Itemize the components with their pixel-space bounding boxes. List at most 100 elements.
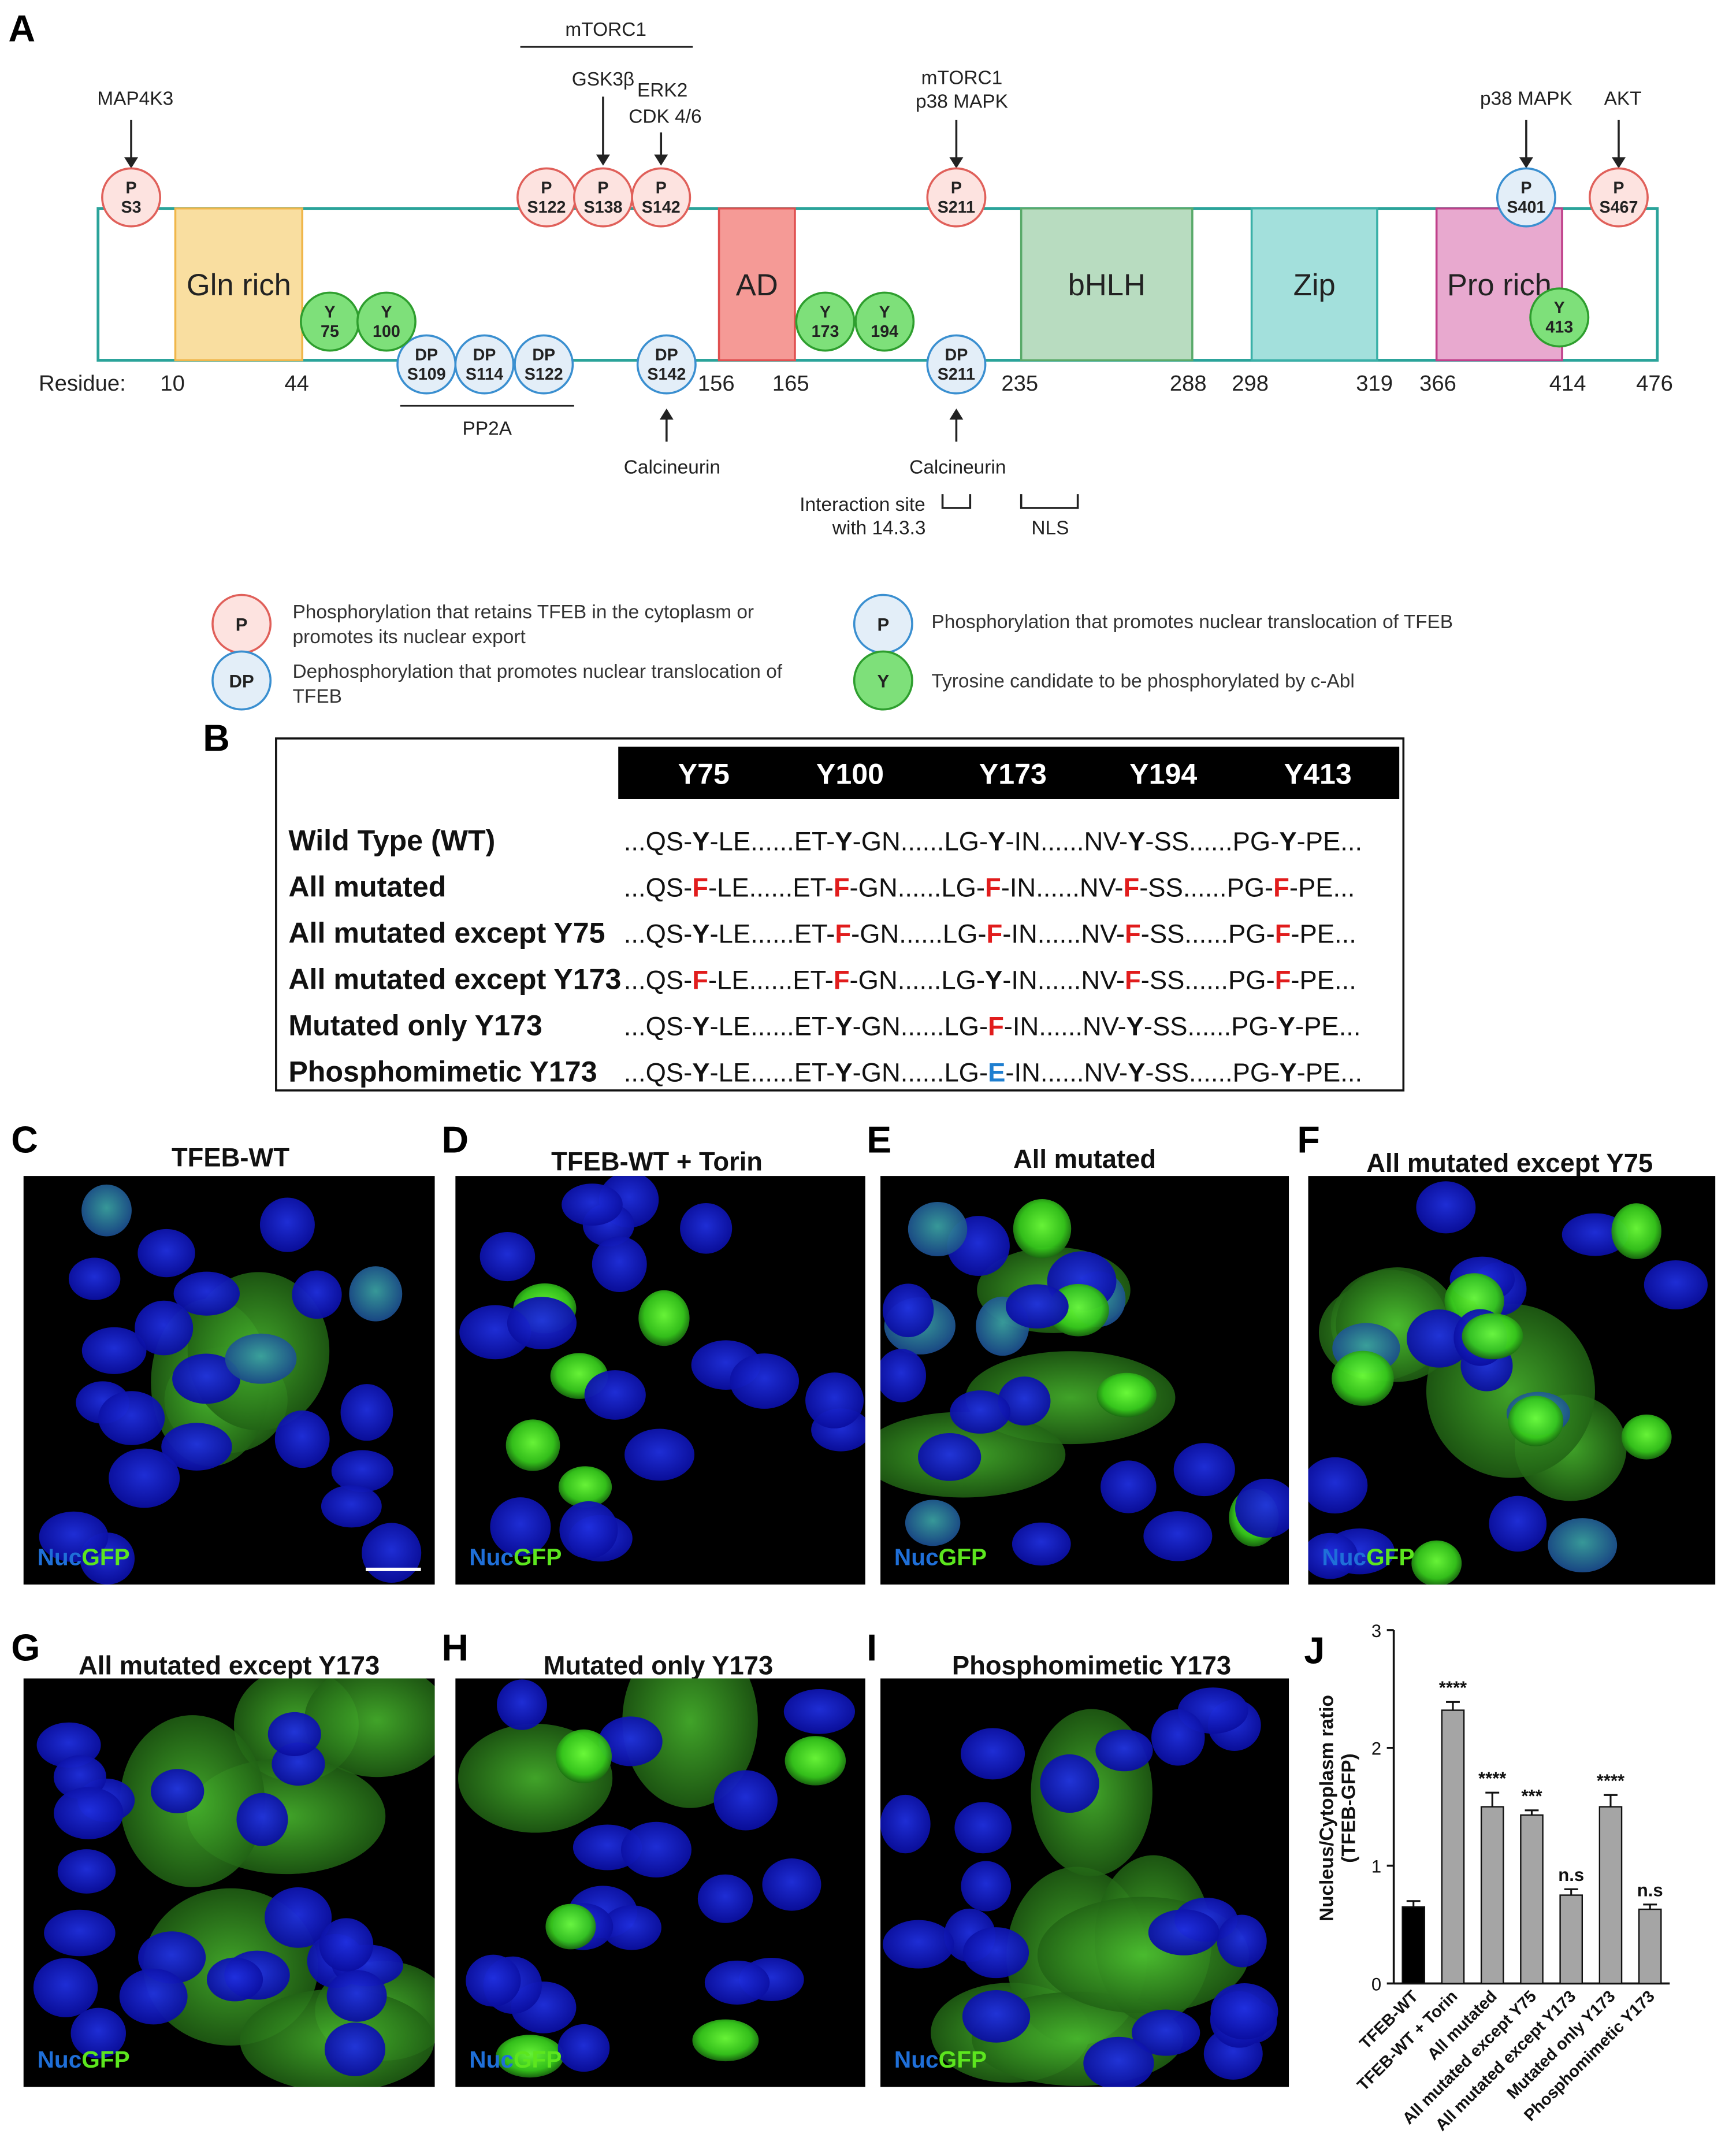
tyr-site-413: Y413 xyxy=(1529,287,1590,348)
pp2a-label: PP2A xyxy=(463,418,512,439)
legend-p-red-text-1: Phosphorylation that retains TFEB in the… xyxy=(293,602,754,623)
micrograph-H: H Mutated only Y173 NucGFP xyxy=(441,1627,865,2087)
y-tick-label: 0 xyxy=(1371,1974,1381,1994)
table-row-label: All mutated except Y75 xyxy=(288,916,605,949)
significance-label: **** xyxy=(1478,1768,1507,1788)
micrograph-C: C TFEB-WT NucGFP xyxy=(11,1119,435,1585)
significance-label: **** xyxy=(1597,1771,1625,1791)
legend-dp-text-2: TFEB xyxy=(293,686,342,707)
domain-label-1: AD xyxy=(736,268,778,302)
domain-box-1 xyxy=(717,207,796,362)
bar xyxy=(1598,1806,1623,1984)
svg-text:P: P xyxy=(656,179,667,197)
kinase-cdk: CDK 4/6 xyxy=(629,106,701,128)
table-row-sequence: ...QS-Y-LE......ET-Y-GN......LG-E-IN....… xyxy=(624,1057,1362,1087)
svg-text:DP: DP xyxy=(655,346,678,364)
table-header-Y413: Y413 xyxy=(1284,758,1352,791)
svg-text:P: P xyxy=(541,179,552,197)
calcineurin-label-1: Calcineurin xyxy=(624,457,720,478)
bar xyxy=(1559,1894,1583,1984)
bar xyxy=(1520,1814,1544,1984)
micrograph-title: All mutated xyxy=(1013,1144,1156,1174)
svg-text:S211: S211 xyxy=(938,198,975,217)
channel-label: NucGFP xyxy=(38,1544,130,1571)
svg-text:P: P xyxy=(597,179,608,197)
svg-text:S109: S109 xyxy=(407,365,446,384)
svg-text:Y: Y xyxy=(381,303,392,321)
svg-text:S467: S467 xyxy=(1599,198,1638,217)
panel-letter-b: B xyxy=(203,717,230,759)
table-row-sequence: ...QS-Y-LE......ET-Y-GN......LG-Y-IN....… xyxy=(624,826,1362,856)
domain-box-0 xyxy=(174,207,304,362)
panel-letter-h: H xyxy=(441,1627,469,1668)
interaction-label-1: Interaction site xyxy=(800,494,925,515)
svg-text:S211: S211 xyxy=(938,365,975,384)
micrograph-title: TFEB-WT + Torin xyxy=(551,1147,763,1177)
table-row-sequence: ...QS-Y-LE......ET-Y-GN......LG-F-IN....… xyxy=(624,1011,1361,1041)
micrograph-G: G All mutated except Y173 NucGFP xyxy=(11,1627,435,2087)
bar xyxy=(1441,1709,1465,1984)
panel-letter-j: J xyxy=(1304,1630,1325,1671)
table-header-Y100: Y100 xyxy=(816,758,884,791)
residue-number: 156 xyxy=(698,371,735,396)
residue-number: 319 xyxy=(1356,371,1393,396)
table-row-sequence: ...QS-Y-LE......ET-F-GN......LG-F-IN....… xyxy=(624,919,1356,948)
kinase-p38-2: p38 MAPK xyxy=(1480,88,1572,110)
svg-text:75: 75 xyxy=(321,322,339,341)
domain-box-2 xyxy=(1020,207,1194,362)
svg-text:S401: S401 xyxy=(1507,198,1545,217)
y-tick-label: 2 xyxy=(1371,1739,1381,1759)
channel-label: NucGFP xyxy=(469,2046,562,2073)
bar xyxy=(1401,1906,1426,1984)
kinase-mtorc1-2: mTORC1 xyxy=(921,68,1003,89)
bar xyxy=(1480,1806,1504,1984)
domain-label-0: Gln rich xyxy=(187,268,291,302)
svg-text:DP: DP xyxy=(945,346,968,364)
panel-letter-c: C xyxy=(11,1119,38,1160)
table-header-Y194: Y194 xyxy=(1129,758,1197,791)
residue-label: Residue: xyxy=(39,371,126,396)
residue-number: 298 xyxy=(1232,371,1269,396)
kinase-p38-1: p38 MAPK xyxy=(916,91,1008,112)
panel-letter-i: I xyxy=(867,1627,877,1668)
legend-p-blue-text: Phosphorylation that promotes nuclear tr… xyxy=(931,611,1453,633)
channel-label: NucGFP xyxy=(38,2046,130,2073)
channel-label: NucGFP xyxy=(894,2046,987,2073)
svg-text:S138: S138 xyxy=(583,198,622,217)
table-row-sequence: ...QS-F-LE......ET-F-GN......LG-F-IN....… xyxy=(624,873,1355,902)
domain-label-2: bHLH xyxy=(1068,268,1146,302)
legend-p-blue-symbol: P xyxy=(877,615,889,635)
tyr-site-100: Y100 xyxy=(356,291,417,352)
domain-label-4: Pro rich xyxy=(1447,268,1552,302)
kinase-map4k3: MAP4K3 xyxy=(97,88,173,110)
domain-box-3 xyxy=(1250,207,1378,362)
residue-number: 10 xyxy=(160,371,185,396)
micrograph-title: All mutated except Y75 xyxy=(1366,1148,1653,1178)
svg-text:S142: S142 xyxy=(642,198,681,217)
sequence-table-header xyxy=(618,747,1400,800)
residue-number: 235 xyxy=(1001,371,1038,396)
svg-text:P: P xyxy=(1613,179,1624,197)
residue-number: 414 xyxy=(1549,371,1586,396)
kinase-mtorc1-top: mTORC1 xyxy=(565,19,646,40)
table-row-label: All mutated xyxy=(288,870,446,903)
svg-text:S122: S122 xyxy=(527,198,566,217)
tyr-site-173: Y173 xyxy=(795,291,856,352)
bar xyxy=(1638,1908,1662,1984)
residue-number: 366 xyxy=(1419,371,1456,396)
panel-letter-d: D xyxy=(441,1119,469,1160)
significance-label: n.s xyxy=(1637,1880,1663,1901)
svg-text:DP: DP xyxy=(532,346,555,364)
residue-number: 288 xyxy=(1170,371,1207,396)
residue-number: 476 xyxy=(1636,371,1673,396)
legend: P Phosphorylation that retains TFEB in t… xyxy=(211,593,1453,711)
svg-text:DP: DP xyxy=(473,346,496,364)
